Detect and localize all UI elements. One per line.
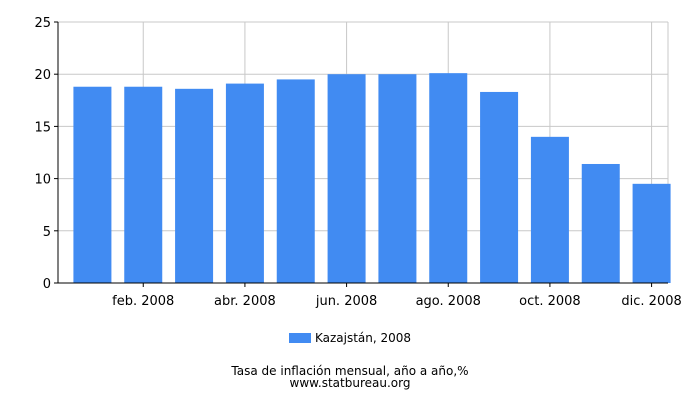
y-tick-label: 0 xyxy=(43,277,51,292)
source-url: www.statbureau.org xyxy=(289,376,411,390)
bar-jul-2008 xyxy=(378,74,417,283)
bar-oct-2008 xyxy=(530,136,569,283)
bar-feb-2008 xyxy=(124,86,163,283)
y-tick-label: 15 xyxy=(34,120,51,135)
y-tick-label: 25 xyxy=(34,16,51,31)
bar-jun-2008 xyxy=(327,74,366,283)
x-tick-label: jun. 2008 xyxy=(315,294,377,309)
bar-may-2008 xyxy=(276,79,315,283)
x-tick-label: abr. 2008 xyxy=(214,294,276,309)
y-axis-tick-labels: 0 5 10 15 20 25 xyxy=(34,16,51,292)
bar-sep-2008 xyxy=(480,91,519,283)
legend: Kazajstán, 2008 xyxy=(0,331,700,345)
y-tick-label: 10 xyxy=(34,173,51,188)
bar-ago-2008 xyxy=(429,73,468,283)
y-tick-label: 20 xyxy=(34,68,51,83)
x-tick-label: oct. 2008 xyxy=(519,294,581,309)
x-tick-label: ago. 2008 xyxy=(416,294,481,309)
bar-dic-2008 xyxy=(632,183,671,283)
chart-title: Tasa de inflación mensual, año a año,% xyxy=(231,364,469,378)
bar-ene-2008 xyxy=(73,86,112,283)
bar-mar-2008 xyxy=(175,88,214,283)
legend-swatch xyxy=(288,332,311,343)
bar-chart: 0 5 10 15 20 25 feb. 2008 abr. 2008 jun. 2008 ag… xyxy=(34,16,682,309)
y-tick-label: 5 xyxy=(43,225,51,240)
x-axis-tick-labels: feb. 2008 abr. 2008 jun. 2008 ago. 2008 oct.… xyxy=(112,294,682,309)
bar-nov-2008 xyxy=(581,163,620,283)
x-tick-label: dic. 2008 xyxy=(621,294,681,309)
legend-label: Kazajstán, 2008 xyxy=(314,331,412,345)
bars xyxy=(73,73,671,283)
axes xyxy=(54,21,668,287)
bar-abr-2008 xyxy=(225,83,264,283)
x-tick-label: feb. 2008 xyxy=(112,294,174,309)
